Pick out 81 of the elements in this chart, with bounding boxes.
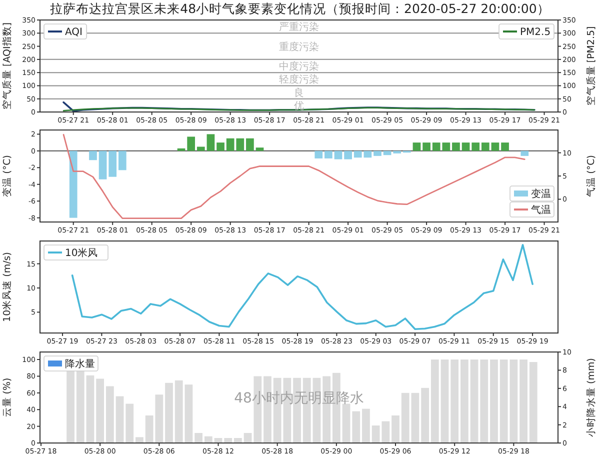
- bar: [354, 150, 362, 158]
- bar: [196, 146, 205, 151]
- bar: [460, 360, 468, 443]
- y2-axis-title: 小时降水量 (mm): [585, 358, 597, 437]
- bar: [412, 142, 421, 151]
- bar: [472, 142, 480, 151]
- bar: [86, 375, 94, 443]
- bar: [165, 382, 173, 443]
- bar: [481, 142, 490, 151]
- bar: [126, 404, 134, 443]
- y2-axis-title: 气温 (°C): [585, 155, 597, 197]
- bar: [393, 150, 402, 154]
- bar: [98, 150, 107, 180]
- chart-title: 拉萨布达拉宫景区未来48小时气象要素变化情况（预报时间：2020-05-27 20:00:00）: [50, 1, 550, 16]
- bar: [334, 150, 342, 160]
- bar: [204, 436, 212, 443]
- bar: [440, 360, 449, 443]
- legend-label: AQI: [65, 27, 82, 38]
- y-axis-title: 变温 (°C): [1, 155, 13, 197]
- bar: [206, 134, 215, 151]
- bar: [106, 386, 114, 443]
- bar: [174, 380, 183, 443]
- bar: [244, 432, 252, 443]
- bar: [136, 437, 144, 443]
- bar: [118, 150, 126, 170]
- bar: [69, 150, 78, 218]
- y2-axis-title: 空气质量 [PM2.5]: [585, 26, 597, 106]
- bar: [216, 142, 224, 151]
- legend-label: PM2.5: [520, 27, 551, 38]
- bar: [324, 150, 332, 158]
- bar: [374, 150, 382, 156]
- bar: [462, 142, 470, 151]
- annotation: 良: [294, 86, 304, 99]
- bar: [246, 138, 254, 151]
- bar: [194, 432, 202, 443]
- y-axis-title: 空气质量 [AQI指数]: [1, 22, 13, 110]
- bar: [364, 150, 372, 158]
- bar: [450, 360, 459, 443]
- bar: [491, 142, 500, 151]
- bar: [108, 150, 117, 177]
- bar: [401, 392, 410, 443]
- bar: [234, 438, 242, 443]
- bar: [187, 136, 196, 151]
- bar: [520, 150, 529, 156]
- legend-label: 气温: [531, 204, 551, 216]
- y-axis-title: 云量 (%): [2, 378, 13, 418]
- bar: [344, 150, 352, 160]
- annotation: 重度污染: [279, 40, 319, 53]
- bar: [422, 142, 430, 151]
- bar: [421, 388, 429, 443]
- bar: [490, 360, 498, 443]
- bar: [470, 360, 478, 443]
- bar: [430, 360, 439, 443]
- legend-label: 10米风: [65, 247, 98, 259]
- bar: [383, 150, 392, 156]
- line-series: [62, 134, 526, 219]
- legend-label: 降水量: [65, 358, 95, 370]
- bar: [352, 411, 360, 443]
- bar: [89, 150, 97, 160]
- bar: [184, 384, 193, 443]
- annotation: 轻度污染: [279, 74, 319, 86]
- bar: [411, 392, 420, 443]
- bar: [177, 148, 186, 151]
- annotation: 严重污染: [279, 21, 319, 34]
- y-axis-title: 10米风速 (m/s): [1, 252, 13, 322]
- bar: [314, 150, 323, 158]
- bar: [256, 148, 264, 151]
- bar: [362, 408, 370, 443]
- legend-label: 变温: [531, 188, 551, 200]
- annotation: 48小时内无明显降水: [234, 390, 364, 406]
- bar: [529, 362, 538, 443]
- bar: [342, 404, 350, 443]
- bar: [520, 360, 528, 443]
- annotation: 中度污染: [279, 60, 319, 72]
- bar: [116, 396, 124, 443]
- bar: [96, 378, 104, 443]
- bar: [224, 438, 232, 443]
- bar: [480, 360, 488, 443]
- bar: [501, 142, 509, 151]
- bar: [392, 415, 400, 443]
- bar: [452, 142, 460, 151]
